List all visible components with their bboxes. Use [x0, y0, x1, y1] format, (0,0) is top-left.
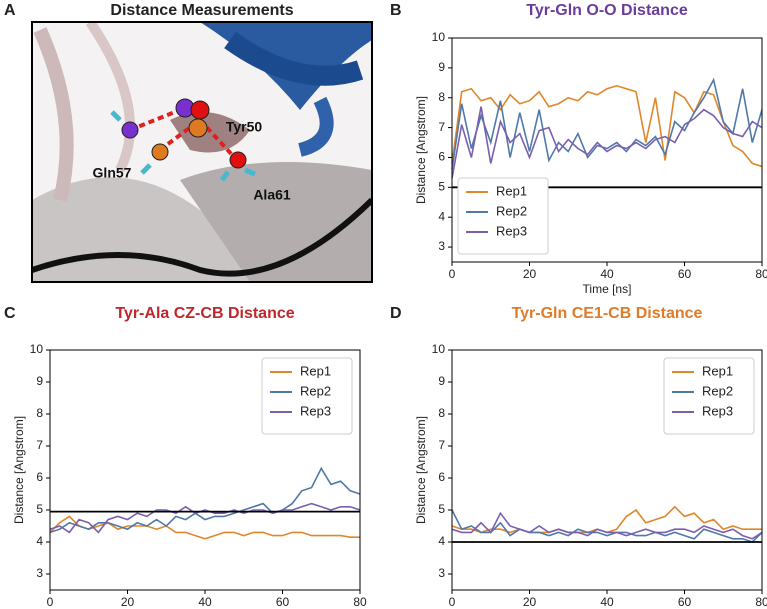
- y-tick-label: 6: [438, 470, 445, 484]
- series-line: [451, 505, 762, 534]
- y-tick-label: 8: [438, 90, 445, 104]
- x-tick-label: 60: [276, 595, 290, 609]
- legend-label: Rep3: [702, 403, 733, 418]
- y-tick-label: 9: [438, 60, 445, 74]
- y-tick-label: 8: [36, 406, 43, 420]
- legend-label: Rep1: [300, 363, 331, 378]
- y-axis-label: Distance [Angstrom]: [414, 96, 428, 204]
- y-tick-label: 10: [432, 342, 446, 356]
- x-tick-label: 20: [121, 595, 135, 609]
- x-axis-label: Time [ns]: [583, 282, 632, 296]
- y-tick-label: 4: [438, 534, 445, 548]
- legend-box: [457, 177, 549, 255]
- y-tick-label: 4: [36, 534, 43, 548]
- chart-title: Tyr-Ala CZ-CB Distance: [115, 305, 294, 322]
- panel-label: D: [390, 305, 402, 322]
- legend-label: Rep2: [496, 203, 527, 218]
- series-line: [49, 515, 360, 540]
- y-tick-label: 5: [438, 180, 445, 194]
- y-tick-label: 9: [36, 374, 43, 388]
- y-tick-label: 5: [438, 502, 445, 516]
- residue-label: Ala61: [253, 187, 291, 203]
- y-tick-label: 7: [36, 438, 43, 452]
- x-tick-label: 80: [755, 267, 767, 281]
- legend-label: Rep3: [300, 403, 331, 418]
- series-line: [451, 84, 763, 168]
- x-tick-label: 40: [198, 595, 212, 609]
- x-tick-label: 40: [600, 595, 614, 609]
- plot-frame: [49, 349, 361, 591]
- x-tick-label: 60: [678, 267, 692, 281]
- y-tick-label: 3: [438, 239, 445, 253]
- y-tick-label: 6: [438, 150, 445, 164]
- legend-label: Rep2: [702, 383, 733, 398]
- y-tick-label: 5: [36, 502, 43, 516]
- plot-frame: [451, 349, 763, 591]
- x-tick-label: 0: [449, 267, 456, 281]
- residue-label: Gln57: [93, 165, 132, 181]
- panel-label: B: [390, 2, 402, 19]
- series-line: [451, 509, 763, 543]
- series-line: [49, 466, 361, 534]
- y-tick-label: 8: [438, 406, 445, 420]
- legend-label: Rep2: [300, 383, 331, 398]
- y-axis-label: Distance [Angstrom]: [12, 416, 26, 524]
- series-line: [451, 77, 763, 170]
- x-tick-label: 80: [353, 595, 367, 609]
- x-tick-label: 0: [449, 595, 456, 609]
- y-axis-label: Distance [Angstrom]: [414, 416, 428, 524]
- x-tick-label: 20: [523, 267, 537, 281]
- x-tick-label: 40: [600, 267, 614, 281]
- image-title: Distance Measurements: [110, 2, 293, 19]
- plot-frame: [451, 37, 763, 263]
- x-tick-label: 80: [755, 595, 767, 609]
- legend-label: Rep1: [496, 183, 527, 198]
- series-line: [49, 502, 361, 534]
- y-tick-label: 6: [36, 470, 43, 484]
- y-tick-label: 7: [438, 438, 445, 452]
- molecule-image: [31, 21, 373, 283]
- y-tick-label: 4: [438, 209, 445, 223]
- series-line: [451, 511, 763, 540]
- y-tick-label: 7: [438, 120, 445, 134]
- panel-label: C: [4, 305, 16, 322]
- panel-label: A: [4, 2, 16, 19]
- y-tick-label: 10: [30, 342, 44, 356]
- residue-label: Tyr50: [226, 119, 263, 135]
- x-tick-label: 0: [47, 595, 54, 609]
- y-tick-label: 9: [438, 374, 445, 388]
- chart-title: Tyr-Gln CE1-CB Distance: [512, 305, 703, 322]
- legend-label: Rep1: [702, 363, 733, 378]
- y-tick-label: 10: [432, 30, 446, 44]
- legend-box: [663, 357, 755, 435]
- legend-box: [261, 357, 353, 435]
- x-tick-label: 20: [523, 595, 537, 609]
- legend-label: Rep3: [496, 223, 527, 238]
- x-tick-label: 60: [678, 595, 692, 609]
- series-line: [451, 106, 763, 179]
- chart-title: Tyr-Gln O-O Distance: [526, 2, 688, 19]
- y-tick-label: 3: [36, 566, 43, 580]
- y-tick-label: 3: [438, 566, 445, 580]
